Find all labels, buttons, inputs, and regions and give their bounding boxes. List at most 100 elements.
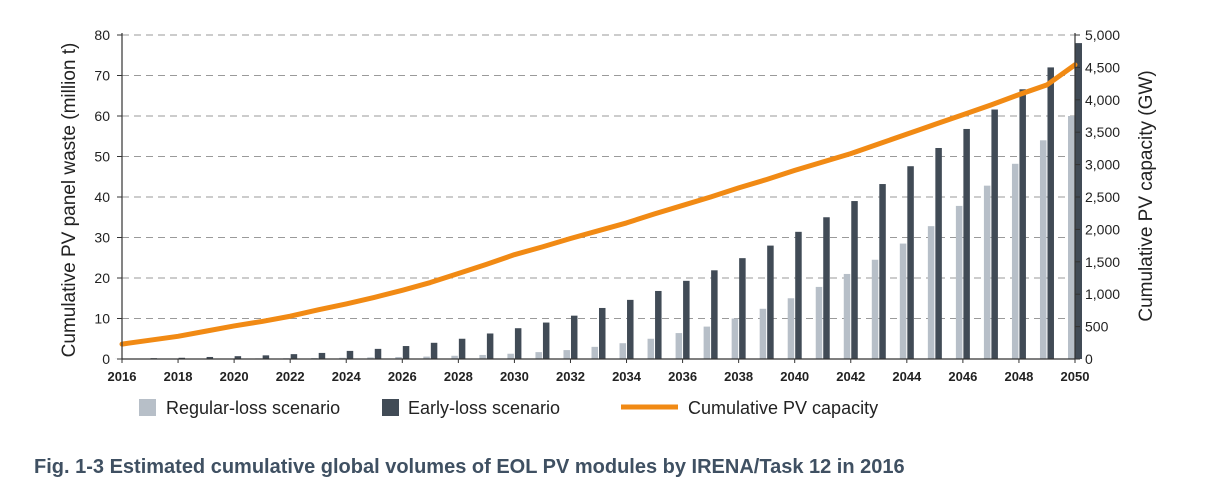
y2-tick-label: 0: [1085, 351, 1093, 367]
bar-early-loss: [767, 245, 774, 359]
bar-early-loss: [402, 346, 410, 359]
y2-tick-label: 3,000: [1085, 157, 1120, 173]
bar-regular-loss: [1039, 140, 1047, 359]
bar-early-loss: [907, 166, 914, 359]
y2-tick-label: 4,000: [1085, 92, 1120, 108]
bar-early-loss: [599, 307, 606, 359]
bar-early-loss: [739, 258, 746, 359]
bar-regular-loss: [591, 346, 598, 359]
bar-regular-loss: [955, 205, 963, 359]
bar-regular-loss: [759, 308, 767, 359]
bar-early-loss: [178, 357, 186, 359]
bar-regular-loss: [535, 352, 542, 359]
y2-tick-label: 4,500: [1085, 59, 1120, 75]
y-axis-title: Cumulative PV panel waste (million t): [59, 43, 80, 358]
x-tick-label: 2026: [388, 369, 417, 384]
capacity-line: [119, 62, 1078, 347]
y-tick-label: 60: [94, 108, 110, 124]
bar-early-loss: [711, 270, 718, 359]
bar-early-loss: [935, 147, 942, 359]
bar-early-loss: [963, 128, 970, 359]
y-tick-label: 50: [94, 149, 110, 165]
bar-early-loss: [374, 348, 382, 359]
bar-regular-loss: [871, 259, 879, 359]
legend-swatch-early: [382, 399, 399, 416]
bar-regular-loss: [395, 356, 402, 359]
y2-tick-label: 2,000: [1085, 221, 1120, 237]
bar-early-loss: [234, 356, 242, 359]
y-tick-label: 80: [94, 27, 110, 43]
legend-label-capacity: Cumulative PV capacity: [688, 398, 878, 418]
y2-tick-label: 1,000: [1085, 286, 1120, 302]
x-tick-label: 2022: [276, 369, 305, 384]
y-tick-label: 0: [102, 351, 110, 367]
bar-regular-loss: [647, 338, 655, 359]
bar-early-loss: [879, 184, 886, 359]
bar-early-loss: [655, 290, 662, 359]
bar-regular-loss: [927, 226, 935, 359]
x-tick-label: 2050: [1061, 369, 1090, 384]
gridlines: [122, 34, 1075, 319]
bar-early-loss: [1047, 67, 1054, 360]
bar-regular-loss: [787, 298, 795, 359]
bars: [115, 43, 1082, 360]
bar-early-loss: [290, 354, 298, 359]
bar-early-loss: [430, 342, 438, 359]
bar-early-loss: [514, 328, 522, 359]
legend-label-regular: Regular-loss scenario: [166, 398, 340, 418]
bar-regular-loss: [675, 333, 683, 359]
bar-regular-loss: [899, 243, 907, 359]
bar-early-loss: [823, 217, 830, 359]
x-tick-label: 2024: [332, 369, 362, 384]
bar-early-loss: [1019, 89, 1026, 360]
x-tick-label: 2040: [780, 369, 809, 384]
tick-labels: 0102030405060708005001,0001,5002,0002,50…: [94, 27, 1120, 384]
y-tick-label: 30: [94, 230, 110, 246]
bar-early-loss: [458, 338, 466, 359]
x-tick-label: 2018: [164, 369, 193, 384]
axes: [117, 33, 1080, 363]
legend: Regular-loss scenario Early-loss scenari…: [139, 398, 878, 418]
bar-regular-loss: [1011, 163, 1019, 359]
y2-tick-label: 500: [1085, 319, 1109, 335]
bar-early-loss: [795, 231, 802, 359]
x-tick-label: 2044: [892, 369, 922, 384]
figure-caption: Fig. 1-3 Estimated cumulative global vol…: [34, 456, 905, 478]
x-tick-label: 2020: [220, 369, 249, 384]
x-tick-label: 2042: [836, 369, 865, 384]
bar-regular-loss: [703, 326, 711, 359]
bar-early-loss: [851, 201, 858, 359]
y-tick-label: 20: [94, 270, 110, 286]
bar-regular-loss: [479, 354, 486, 359]
x-tick-label: 2032: [556, 369, 585, 384]
capacity-line-layer: [119, 62, 1078, 347]
bar-early-loss: [627, 299, 634, 359]
legend-label-early: Early-loss scenario: [408, 398, 560, 418]
bar-early-loss: [542, 322, 550, 359]
legend-swatch-regular: [139, 399, 156, 416]
bar-early-loss: [262, 355, 270, 359]
bar-early-loss: [991, 109, 998, 360]
bar-early-loss: [570, 315, 578, 359]
bar-early-loss: [318, 352, 326, 359]
bar-regular-loss: [1068, 116, 1075, 359]
bar-early-loss: [346, 350, 354, 359]
x-tick-label: 2038: [724, 369, 753, 384]
y2-tick-label: 3,500: [1085, 124, 1120, 140]
bar-regular-loss: [507, 353, 514, 359]
bar-early-loss: [206, 356, 214, 359]
x-tick-label: 2048: [1004, 369, 1033, 384]
y-tick-label: 40: [94, 189, 110, 205]
bar-regular-loss: [731, 318, 739, 359]
y2-tick-label: 5,000: [1085, 27, 1120, 43]
bar-regular-loss: [451, 355, 458, 359]
x-tick-label: 2034: [612, 369, 642, 384]
x-tick-label: 2046: [948, 369, 977, 384]
bar-regular-loss: [815, 286, 823, 359]
x-tick-label: 2028: [444, 369, 473, 384]
bar-early-loss: [1075, 43, 1082, 359]
x-tick-label: 2016: [108, 369, 137, 384]
y2-axis-title: Cumulative PV capacity (GW): [1136, 70, 1157, 321]
bar-early-loss: [683, 280, 690, 359]
